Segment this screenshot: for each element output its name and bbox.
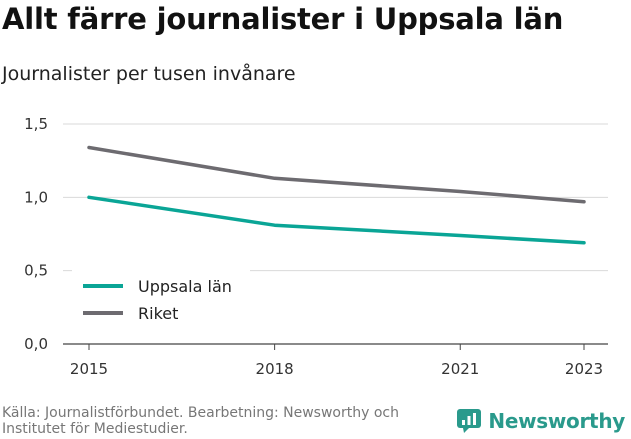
x-tick-label: 2015 bbox=[70, 360, 108, 378]
y-tick-label: 0,0 bbox=[24, 335, 48, 353]
y-tick-label: 0,5 bbox=[24, 262, 48, 280]
source-note: Källa: Journalistförbundet. Bearbetning:… bbox=[2, 405, 399, 437]
legend-label: Uppsala län bbox=[138, 277, 232, 296]
line-chart: 0,0 0,5 1,0 1,5 2015 2018 2021 2023 Uppsala län… bbox=[24, 115, 608, 378]
legend-label: Riket bbox=[138, 304, 178, 323]
legend-background bbox=[72, 270, 250, 330]
brand-logo: Newsworthy bbox=[456, 408, 625, 434]
x-tick-label: 2021 bbox=[441, 360, 479, 378]
series-line-riket bbox=[87, 145, 586, 204]
x-tick-label: 2018 bbox=[256, 360, 294, 378]
chart-subtitle: Journalister per tusen invånare bbox=[2, 63, 296, 85]
y-tick-label: 1,5 bbox=[24, 115, 48, 133]
chart-title: Allt färre journalister i Uppsala län bbox=[2, 2, 564, 36]
series-line-uppsala-ln bbox=[87, 195, 586, 245]
brand-name: Newsworthy bbox=[488, 409, 625, 433]
y-tick-label: 1,0 bbox=[24, 188, 48, 206]
newsworthy-logo-icon bbox=[457, 409, 482, 433]
x-tick-label: 2023 bbox=[565, 360, 603, 378]
